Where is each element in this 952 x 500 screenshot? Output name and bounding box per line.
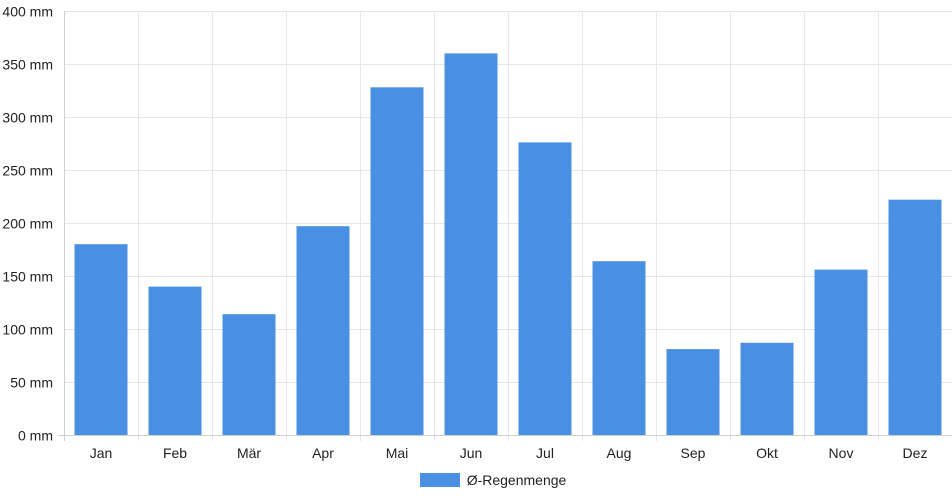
bar-Jul — [518, 142, 572, 435]
x-tick-label: Sep — [681, 445, 706, 461]
x-tick-label: Mär — [237, 445, 261, 461]
bar-Sep — [666, 349, 720, 435]
bar-Okt — [740, 342, 794, 435]
y-tick-label: 400 mm — [2, 4, 53, 20]
bar-Mär — [222, 314, 276, 435]
x-tick-label: Aug — [607, 445, 632, 461]
x-tick-label: Okt — [756, 445, 778, 461]
x-tick-label: Mai — [386, 445, 409, 461]
chart-plot-area: 0 mm 50 mm 100 mm 150 mm 200 mm 250 mm 300 mm 3… — [2, 4, 952, 461]
bar-Jan — [74, 244, 128, 435]
bar-Aug — [592, 261, 646, 435]
x-tick-label: Dez — [903, 445, 928, 461]
x-tick-label: Jun — [460, 445, 483, 461]
x-tick-label: Apr — [312, 445, 334, 461]
y-tick-label: 350 mm — [2, 57, 53, 73]
bar-Nov — [814, 269, 868, 435]
y-tick-label: 100 mm — [2, 322, 53, 338]
bar-Dez — [888, 199, 942, 435]
bar-Apr — [296, 226, 350, 435]
chart-legend[interactable]: Ø-Regenmenge — [0, 472, 952, 488]
x-tick-label: Feb — [163, 445, 187, 461]
x-tick-label: Nov — [829, 445, 854, 461]
y-tick-label: 300 mm — [2, 110, 53, 126]
x-tick-label: Jul — [536, 445, 554, 461]
bar-Mai — [370, 87, 424, 436]
y-tick-label: 150 mm — [2, 269, 53, 285]
bar-Jun — [444, 53, 498, 436]
y-tick-label: 250 mm — [2, 163, 53, 179]
bar-Feb — [148, 286, 202, 435]
y-tick-label: 0 mm — [18, 428, 53, 444]
legend-swatch — [419, 473, 460, 487]
y-tick-label: 200 mm — [2, 216, 53, 232]
x-tick-label: Jan — [90, 445, 113, 461]
legend-label: Ø-Regenmenge — [466, 472, 567, 488]
y-tick-label: 50 mm — [10, 375, 53, 391]
